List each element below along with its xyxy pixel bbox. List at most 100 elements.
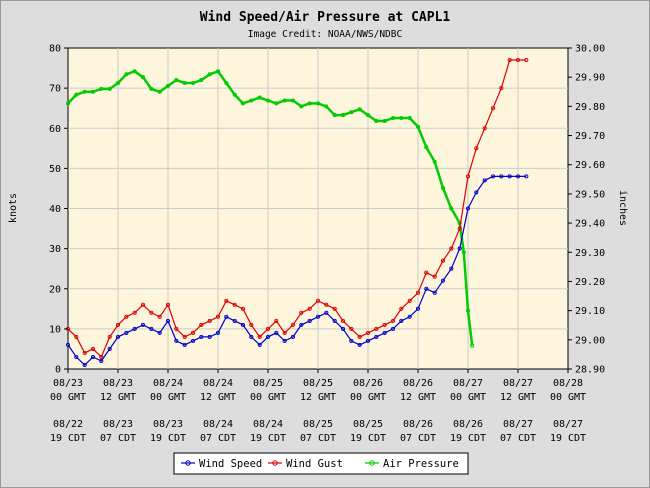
wind-gust-point [299, 310, 304, 315]
x-tick-local-time: 07 CDT [400, 433, 436, 444]
wind-speed-point [207, 334, 212, 339]
y-tick-label: 50 [49, 164, 61, 175]
air-pressure-point [224, 80, 229, 86]
wind-speed-point [440, 278, 446, 283]
wind-gust-point [207, 318, 212, 323]
wind-speed-point [349, 338, 354, 343]
wind-gust-point [307, 306, 312, 311]
wind-gust-point [382, 322, 387, 327]
x-tick-local-date: 08/27 [503, 419, 533, 430]
wind-gust-point [265, 326, 271, 331]
wind-gust-point [132, 310, 137, 315]
wind-speed-point [315, 314, 321, 319]
wind-speed-point [215, 330, 221, 335]
wind-gust-point [190, 330, 196, 335]
wind-gust-point [499, 86, 504, 91]
wind-speed-point [515, 174, 521, 179]
y-axis-right-label: inches [617, 190, 628, 226]
wind-gust-point [507, 57, 512, 63]
wind-speed-point [382, 330, 387, 335]
wind-speed-point [107, 346, 112, 351]
air-pressure-point [182, 80, 187, 86]
air-pressure-point [365, 113, 371, 118]
air-pressure-point [407, 115, 412, 121]
x-tick-local-date: 08/25 [353, 419, 383, 430]
series-group [65, 57, 529, 368]
y-tick-label: 40 [49, 204, 61, 215]
wind-gust-point [124, 314, 129, 319]
wind-gust-point [249, 322, 254, 327]
air-pressure-point [457, 221, 462, 226]
wind-speed-point [390, 326, 396, 331]
wind-speed-point [132, 326, 137, 331]
air-pressure-point [190, 80, 196, 86]
legend-label-wind-speed: Wind Speed [199, 458, 262, 470]
wind-gust-point [407, 298, 412, 303]
x-tick-date: 08/25 [303, 378, 333, 389]
wind-gust-point [274, 318, 279, 323]
x-tick-gmt: 00 GMT [450, 392, 486, 403]
x-tick-date: 08/27 [503, 378, 533, 389]
x-tick-local-date: 08/24 [253, 419, 283, 430]
wind-gust-point [149, 310, 154, 315]
y2-tick-label: 30.00 [575, 44, 605, 55]
wind-gust-point [515, 57, 521, 63]
legend: Wind Speed Wind Gust Air Pressure [173, 452, 469, 475]
legend-marker-wind-gust [272, 460, 278, 466]
legend-label-air-pressure: Air Pressure [383, 458, 459, 470]
wind-speed-point [199, 334, 204, 339]
legend-marker-wind-speed [185, 460, 191, 466]
air-pressure-point [349, 110, 354, 115]
wind-speed-point [299, 322, 304, 327]
x-tick-date: 08/24 [203, 378, 233, 389]
x-tick-local-time: 19 CDT [150, 433, 186, 444]
wind-speed-point [149, 326, 154, 331]
wind-gust-point [74, 334, 79, 339]
wind-speed-point [174, 338, 179, 343]
legend-marker-air-pressure [369, 460, 375, 466]
x-tick-date: 08/26 [403, 378, 433, 389]
wind-gust-point [140, 302, 146, 307]
x-axis: 08/23 00 GMT 08/22 19 CDT 08/23 12 GMT 08/23 07… [50, 369, 586, 444]
wind-speed-point [65, 342, 71, 347]
y-tick-label: 20 [49, 284, 61, 295]
wind-speed-point [407, 314, 412, 319]
wind-speed-point [157, 330, 162, 335]
wind-gust-point [457, 226, 462, 231]
y2-tick-label: 29.50 [575, 189, 605, 200]
right-axis: 28.90 29.00 29.10 29.20 29.30 29.40 29.50 29.60… [568, 44, 605, 376]
x-tick-gmt: 12 GMT [300, 392, 336, 403]
x-tick-local-time: 19 CDT [550, 433, 586, 444]
wind-gust-point [474, 146, 479, 151]
air-pressure-point [299, 104, 304, 109]
air-pressure-point [399, 115, 404, 121]
y2-tick-label: 29.60 [575, 160, 605, 171]
x-tick-local-date: 08/26 [453, 419, 483, 430]
wind-gust-point [357, 334, 362, 339]
air-pressure-point [257, 95, 262, 100]
air-pressure-point [440, 186, 446, 191]
y2-tick-label: 29.10 [575, 306, 605, 317]
air-pressure-point [132, 69, 137, 74]
x-tick-gmt: 00 GMT [350, 392, 386, 403]
y2-tick-label: 29.90 [575, 73, 605, 84]
x-tick-date: 08/23 [53, 378, 83, 389]
wind-gust-point [232, 302, 237, 307]
air-pressure-point [140, 75, 146, 80]
air-pressure-point [74, 92, 79, 97]
x-tick-date: 08/26 [353, 378, 383, 389]
air-pressure-point [282, 98, 287, 103]
x-tick-gmt: 00 GMT [550, 392, 586, 403]
x-tick-date: 08/28 [553, 378, 583, 389]
y2-tick-label: 29.40 [575, 219, 605, 230]
air-pressure-point [357, 107, 362, 112]
wind-speed-point [465, 206, 471, 211]
wind-speed-point [265, 334, 271, 339]
x-tick-local-time: 07 CDT [500, 433, 536, 444]
air-pressure-point [215, 69, 221, 74]
wind-gust-point [399, 306, 404, 311]
wind-speed-point [190, 338, 196, 343]
air-pressure-point [165, 83, 171, 88]
y2-tick-label: 29.30 [575, 248, 605, 259]
